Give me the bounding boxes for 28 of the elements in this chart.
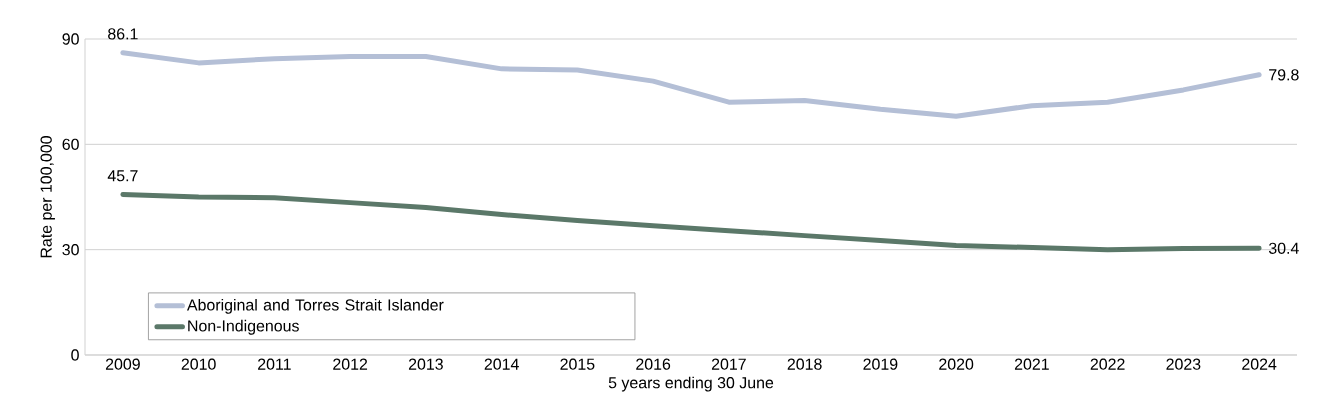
x-tick-label: 2022 bbox=[1090, 358, 1125, 370]
legend-label: Aboriginal and Torres Strait Islander bbox=[186, 298, 444, 314]
y-tick-label: 30 bbox=[62, 244, 79, 256]
x-axis-title: 5 years ending 30 June bbox=[608, 376, 774, 392]
x-tick-label: 2017 bbox=[711, 358, 746, 370]
x-tick-label: 2023 bbox=[1166, 358, 1201, 370]
x-tick-label: 2014 bbox=[484, 358, 519, 370]
y-axis-title: Rate per 100,000 bbox=[40, 136, 55, 258]
y-tick-label: 0 bbox=[71, 349, 79, 361]
x-tick-label: 2011 bbox=[258, 358, 291, 370]
x-tick-label: 2009 bbox=[105, 358, 140, 370]
x-tick-label: 2012 bbox=[333, 358, 368, 370]
x-tick-label: 2018 bbox=[787, 358, 822, 370]
x-tick-label: 2019 bbox=[863, 358, 898, 370]
data-label: 30.4 bbox=[1268, 242, 1299, 254]
x-tick-label: 2020 bbox=[939, 358, 974, 370]
y-tick-label: 60 bbox=[62, 138, 79, 150]
x-tick-label: 2013 bbox=[408, 358, 443, 370]
x-tick-label: 2010 bbox=[181, 358, 216, 370]
data-label: 45.7 bbox=[107, 170, 138, 182]
data-label: 86.1 bbox=[108, 28, 138, 40]
y-tick-label: 90 bbox=[62, 33, 79, 45]
x-tick-label: 2016 bbox=[636, 358, 671, 370]
legend-label: Non-Indigenous bbox=[188, 319, 299, 335]
x-tick-label: 2021 bbox=[1014, 358, 1049, 370]
x-tick-label: 2015 bbox=[560, 358, 595, 370]
x-tick-label: 2024 bbox=[1242, 358, 1277, 370]
data-label: 79.8 bbox=[1269, 69, 1299, 81]
